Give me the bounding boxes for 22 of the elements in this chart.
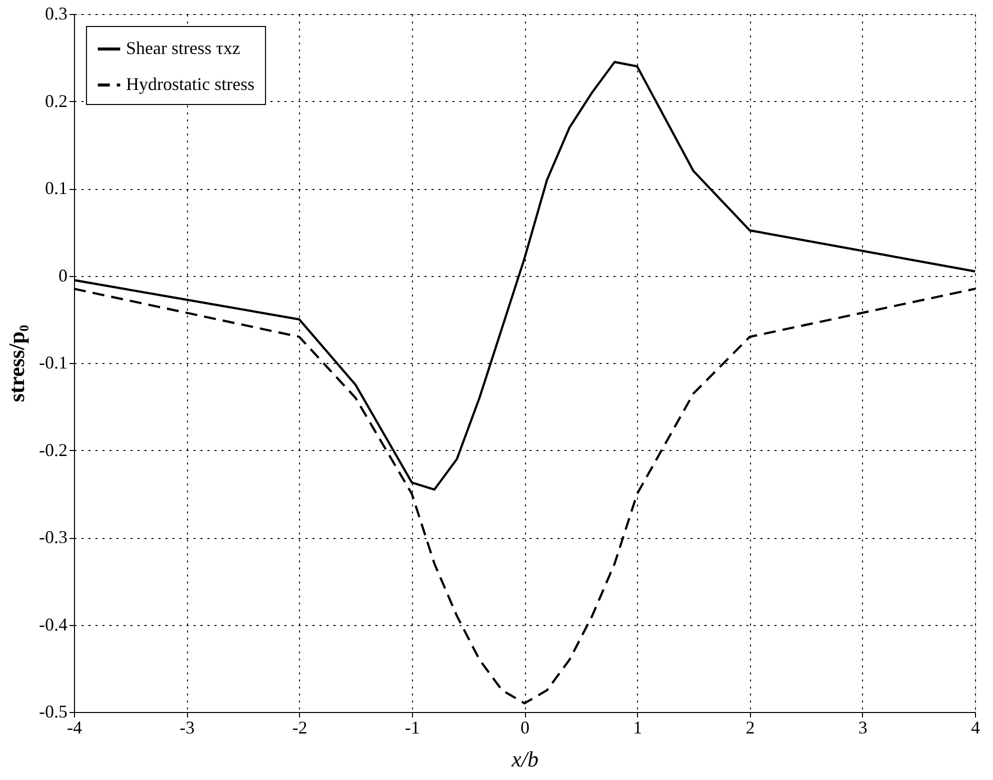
y-tick-label: -0.5 [39,702,68,722]
x-tick-label: -4 [67,718,82,738]
legend-label: Shear stress τxz [126,38,240,58]
y-tick-label: -0.2 [39,440,68,460]
x-tick-label: -1 [404,718,420,738]
x-tick-label: -2 [292,718,308,738]
y-tick-label: -0.3 [39,527,68,547]
x-tick-label: 3 [858,718,868,738]
y-tick-label: 0.2 [45,90,68,111]
x-tick-label: 0 [520,718,530,738]
x-tick-label: 2 [746,718,755,738]
x-tick-label: 1 [633,718,642,738]
y-tick-label: -0.4 [39,614,68,634]
x-tick-label: 4 [971,718,980,738]
x-axis-title: x/b [510,746,538,772]
y-tick-label: 0.3 [45,4,68,24]
y-tick-label: -0.1 [39,352,68,372]
y-tick-label: 0.1 [45,178,68,198]
y-axis-title: stress/p₀ [4,324,30,402]
y-tick-label: 0 [58,265,68,286]
x-tick-label: -3 [180,718,195,738]
legend-label: Hydrostatic stress [126,74,254,94]
